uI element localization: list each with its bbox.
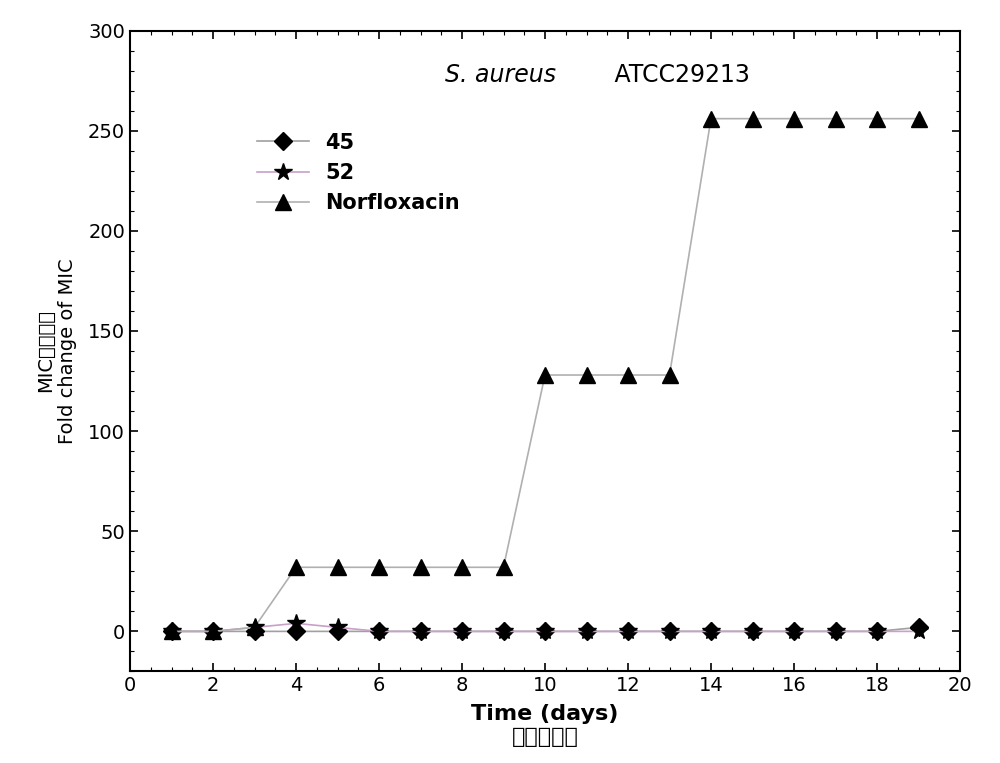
Text: ATCC29213: ATCC29213 <box>607 63 750 88</box>
52 <box>373 627 385 636</box>
Legend: 45, 52, Norfloxacin: 45, 52, Norfloxacin <box>248 124 468 222</box>
52 <box>166 627 178 636</box>
52 <box>580 627 592 636</box>
45 <box>332 627 344 636</box>
45 <box>248 627 260 636</box>
Line: Norfloxacin: Norfloxacin <box>164 111 926 639</box>
52 <box>539 627 551 636</box>
45 <box>290 627 302 636</box>
52 <box>912 627 924 636</box>
Norfloxacin <box>248 623 260 632</box>
Norfloxacin <box>830 114 842 123</box>
Norfloxacin <box>332 563 344 572</box>
Norfloxacin <box>456 563 468 572</box>
Norfloxacin <box>373 563 385 572</box>
45 <box>414 627 426 636</box>
45 <box>456 627 468 636</box>
52 <box>830 627 842 636</box>
45 <box>912 623 924 632</box>
Norfloxacin <box>539 370 551 379</box>
52 <box>414 627 426 636</box>
52 <box>248 623 260 632</box>
45 <box>580 627 592 636</box>
45 <box>746 627 759 636</box>
45 <box>498 627 510 636</box>
45 <box>788 627 800 636</box>
Norfloxacin <box>580 370 592 379</box>
45 <box>830 627 842 636</box>
Norfloxacin <box>622 370 634 379</box>
52 <box>664 627 676 636</box>
X-axis label: Time (days)
时间（天）: Time (days) 时间（天） <box>471 703 619 747</box>
Norfloxacin <box>290 563 302 572</box>
52 <box>705 627 717 636</box>
Line: 45: 45 <box>165 621 925 638</box>
Norfloxacin <box>912 114 924 123</box>
45 <box>373 627 385 636</box>
52 <box>622 627 634 636</box>
Norfloxacin <box>207 627 219 636</box>
45 <box>207 627 219 636</box>
52 <box>871 627 883 636</box>
Norfloxacin <box>788 114 800 123</box>
52 <box>456 627 468 636</box>
52 <box>207 627 219 636</box>
52 <box>332 623 344 632</box>
Text: S. aureus: S. aureus <box>445 63 556 88</box>
45 <box>871 627 883 636</box>
Norfloxacin <box>664 370 676 379</box>
52 <box>498 627 510 636</box>
Norfloxacin <box>705 114 717 123</box>
Norfloxacin <box>166 627 178 636</box>
52 <box>746 627 759 636</box>
45 <box>705 627 717 636</box>
Norfloxacin <box>498 563 510 572</box>
52 <box>788 627 800 636</box>
Line: 52: 52 <box>162 614 928 640</box>
52 <box>290 619 302 628</box>
Norfloxacin <box>871 114 883 123</box>
45 <box>622 627 634 636</box>
45 <box>664 627 676 636</box>
Norfloxacin <box>746 114 759 123</box>
Norfloxacin <box>414 563 426 572</box>
45 <box>539 627 551 636</box>
Y-axis label: MIC变化倍数
Fold change of MIC: MIC变化倍数 Fold change of MIC <box>36 258 77 444</box>
45 <box>166 627 178 636</box>
